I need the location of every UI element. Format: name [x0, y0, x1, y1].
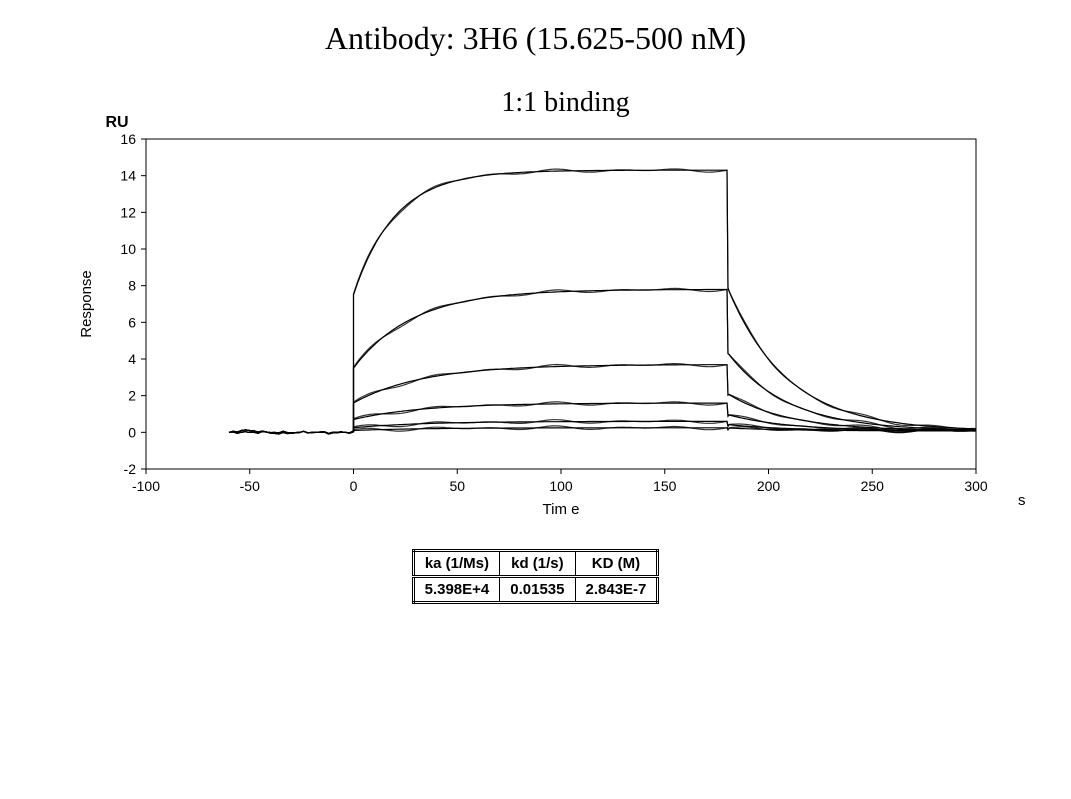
ru-axis-label: RU — [106, 114, 129, 132]
col-ka: ka (1/Ms) — [413, 551, 500, 577]
x-tick-label: 0 — [349, 478, 357, 494]
y-axis-title: Response — [78, 270, 95, 338]
kinetics-table: ka (1/Ms) kd (1/s) KD (M) 5.398E+4 0.015… — [412, 549, 660, 604]
y-tick-label: 4 — [128, 351, 136, 367]
sensorgram-plot: -2 0 2 4 6 8 10 12 14 16 -100 -50 0 50 100 150 200 250 300… — [66, 129, 1006, 529]
cell-ka: 5.398E+4 — [413, 577, 500, 603]
subtitle: 1:1 binding — [80, 87, 1051, 119]
table-header-row: ka (1/Ms) kd (1/s) KD (M) — [413, 551, 658, 577]
chart-container: RU -20246810121416-100-50050100150200250… — [66, 129, 1006, 529]
col-kd: kd (1/s) — [500, 551, 575, 577]
y-tick-label: 14 — [120, 168, 136, 184]
main-title: Antibody: 3H6 (15.625-500 nM) — [20, 20, 1051, 57]
y-tick-label: -2 — [123, 461, 136, 477]
x-tick-label: 150 — [653, 478, 677, 494]
table-row: 5.398E+4 0.01535 2.843E-7 — [413, 577, 658, 603]
y-tick-label: 2 — [128, 388, 136, 404]
x-axis-title: Tim e — [542, 501, 579, 518]
x-tick-label: -50 — [239, 478, 259, 494]
x-tick-label: -100 — [131, 478, 159, 494]
sensorgram-fit-curve — [229, 288, 976, 434]
y-tick-label: 12 — [120, 204, 136, 220]
y-tick-label: 16 — [120, 131, 136, 147]
col-KD: KD (M) — [575, 551, 658, 577]
y-tick-label: 10 — [120, 241, 136, 257]
sensorgram-curve — [229, 290, 976, 434]
sensorgram-fit-curve — [229, 169, 976, 434]
cell-kd: 0.01535 — [500, 577, 575, 603]
y-tick-label: 0 — [128, 424, 136, 440]
x-tick-label: 100 — [549, 478, 573, 494]
x-tick-label: 250 — [860, 478, 884, 494]
cell-KD: 2.843E-7 — [575, 577, 658, 603]
y-tick-label: 8 — [128, 278, 136, 294]
x-tick-label: 300 — [964, 478, 988, 494]
y-tick-label: 6 — [128, 314, 136, 330]
x-tick-label: 200 — [756, 478, 780, 494]
sensorgram-curve — [229, 170, 976, 433]
time-unit-label: s — [1018, 492, 1026, 509]
x-tick-label: 50 — [449, 478, 465, 494]
